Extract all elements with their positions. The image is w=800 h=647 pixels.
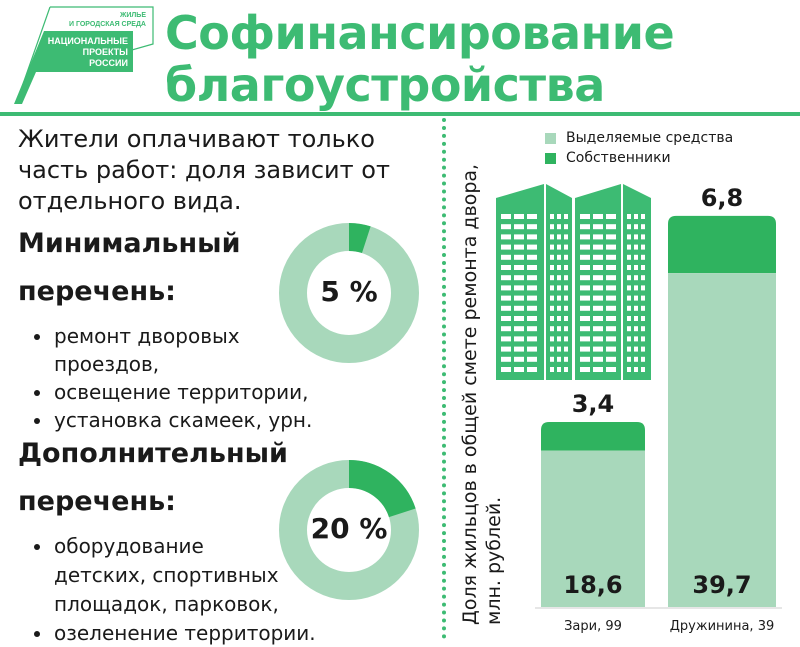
bar-owners bbox=[668, 215, 776, 274]
legend-label: Собственники bbox=[566, 150, 671, 166]
minimal-section: Минимальный перечень: ремонт дворовых пр… bbox=[18, 220, 338, 434]
logo-text: НАЦИОНАЛЬНЫЕ bbox=[48, 36, 128, 46]
donut-minimal bbox=[279, 223, 419, 363]
logo-text: ПРОЕКТЫ bbox=[83, 47, 129, 57]
minimal-heading-2: перечень: bbox=[18, 276, 176, 307]
additional-section: Дополнительный перечень: оборудование де… bbox=[18, 430, 316, 647]
legend-label: Выделяемые средства bbox=[566, 130, 734, 146]
data-label-allocated: 39,7 bbox=[692, 571, 751, 599]
category-label: Зари, 99 bbox=[564, 619, 622, 634]
bar-owners bbox=[541, 421, 645, 451]
category-label: Дружинина, 39 bbox=[670, 619, 774, 634]
data-label-allocated: 18,6 bbox=[563, 571, 622, 599]
list-item: ремонт дворовых проездов, bbox=[18, 322, 288, 378]
donut-minimal-label: 5 % bbox=[320, 275, 378, 308]
donut-additional-label: 20 % bbox=[310, 512, 388, 545]
bar-allocated bbox=[541, 450, 645, 607]
page-title-line2: благоустройства bbox=[165, 58, 605, 112]
list-item: освещение территории, bbox=[18, 378, 338, 406]
data-label-owners: 3,4 bbox=[572, 390, 615, 418]
list-item: озеленение территории. bbox=[18, 619, 348, 647]
donut-additional bbox=[279, 460, 419, 600]
legend-item-owners: Собственники bbox=[545, 150, 671, 166]
legend-swatch bbox=[545, 132, 556, 144]
list-item: оборудование детских, спортивных площадо… bbox=[18, 532, 298, 619]
additional-heading-2: перечень: bbox=[18, 486, 176, 517]
logo-text: РОССИИ bbox=[89, 58, 128, 68]
legend-item-allocated: Выделяемые средства bbox=[545, 130, 733, 146]
minimal-heading-1: Минимальный bbox=[18, 228, 241, 259]
logo-text: И ГОРОДСКАЯ СРЕДА bbox=[69, 21, 146, 28]
donut-slice-owners bbox=[279, 460, 419, 600]
header-divider bbox=[0, 112, 800, 116]
buildings-icon bbox=[496, 184, 651, 380]
data-label-owners: 6,8 bbox=[701, 184, 744, 212]
list-item: установка скамеек, урн. bbox=[18, 406, 338, 434]
page-title-line1: Софинансирование bbox=[165, 6, 675, 60]
additional-heading-1: Дополнительный bbox=[18, 438, 288, 469]
donut-slice-owners bbox=[279, 223, 419, 363]
bar-allocated bbox=[668, 273, 776, 607]
national-projects-logo: ЖИЛЬЕ И ГОРОДСКАЯ СРЕДА НАЦИОНАЛЬНЫЕ ПРО… bbox=[14, 6, 154, 104]
logo-text: ЖИЛЬЕ bbox=[119, 12, 146, 19]
legend-swatch bbox=[545, 152, 556, 164]
intro-text: Жители оплачивают только часть работ: до… bbox=[18, 125, 390, 215]
column-divider bbox=[442, 118, 446, 639]
